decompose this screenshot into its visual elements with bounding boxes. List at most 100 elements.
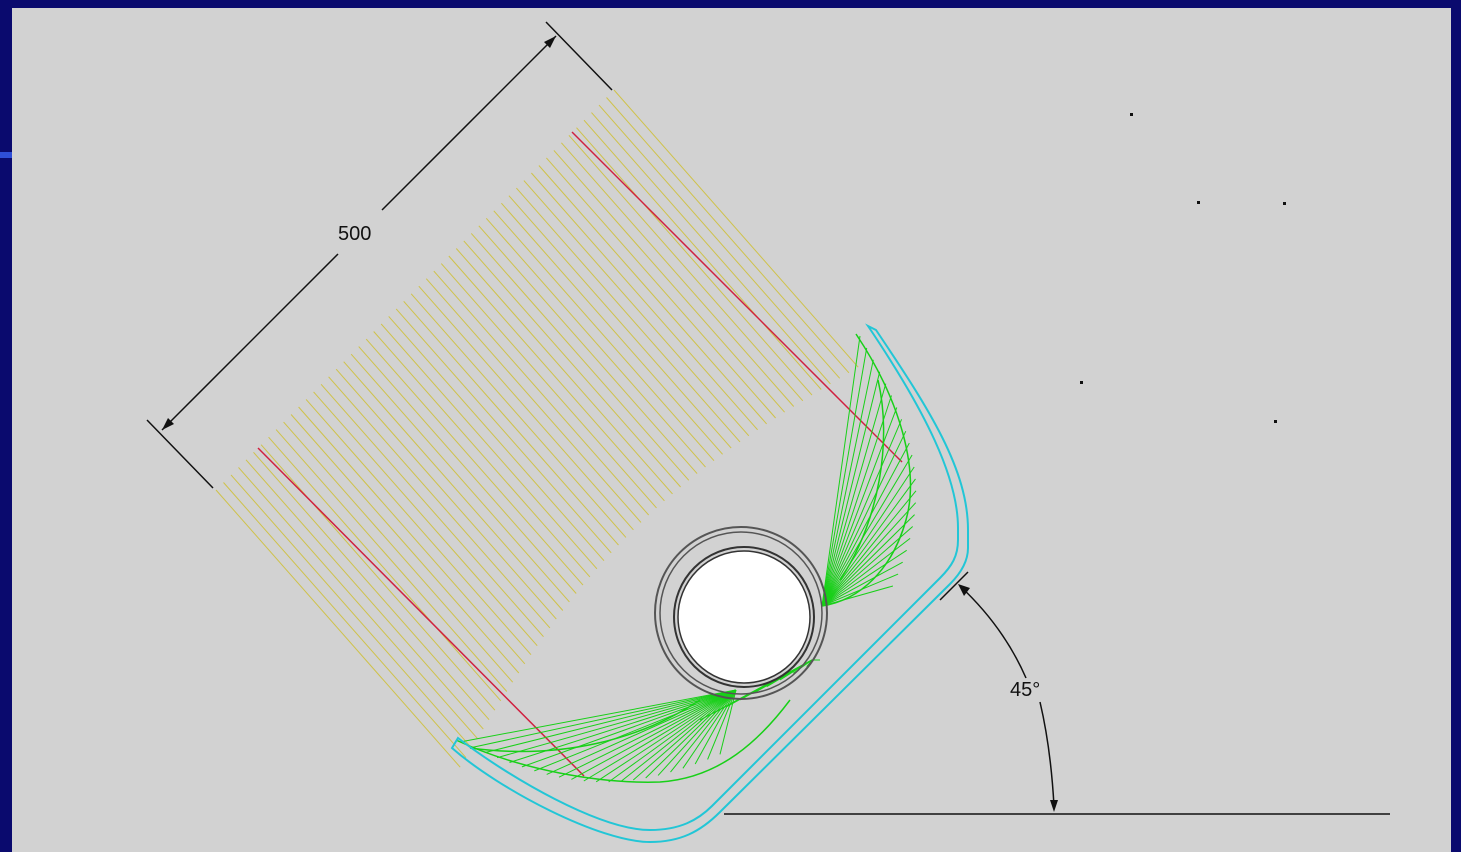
marked-ray — [571, 131, 903, 463]
reflected-ray — [719, 689, 737, 755]
incident-ray — [335, 368, 557, 620]
length-label: 500 — [338, 223, 371, 245]
incident-ray — [553, 150, 785, 413]
incident-ray — [395, 308, 612, 554]
dimension-arrow-icon — [958, 584, 970, 596]
reflected-ray — [821, 490, 917, 607]
marked-ray — [257, 447, 585, 777]
incident-ray — [275, 429, 508, 692]
incident-ray — [440, 263, 657, 509]
reflected-ray — [821, 442, 910, 607]
incident-ray — [230, 474, 473, 749]
incident-ray — [576, 127, 813, 396]
dimension-arrow-icon — [1050, 800, 1058, 812]
reflected-ray — [459, 689, 737, 743]
angle-label: 45° — [1010, 679, 1040, 701]
absorber-glass-outer — [654, 526, 828, 700]
reflected-ray — [484, 689, 737, 754]
reflected-envelope — [821, 333, 912, 607]
reflected-ray — [694, 689, 737, 765]
cad-drawing-canvas: 500 45° — [12, 8, 1451, 852]
incident-ray — [425, 278, 642, 523]
incident-ray — [298, 406, 526, 665]
incident-ray — [223, 482, 467, 759]
incident-ray — [478, 225, 698, 474]
incident-ray — [418, 285, 634, 531]
incident-ray — [373, 331, 591, 578]
reflected-ray — [682, 689, 737, 769]
incident-ray — [463, 240, 681, 488]
incident-ray — [448, 255, 665, 502]
incident-ray — [268, 436, 502, 702]
reflected-ray — [821, 383, 887, 607]
length-dimension: 500 — [146, 21, 613, 489]
absorber-glass-inner — [659, 531, 823, 695]
marked-rays — [257, 131, 903, 777]
reflected-ray — [632, 689, 737, 781]
incident-ray — [508, 195, 732, 449]
reflected-ray — [821, 347, 868, 607]
reflected-ray — [821, 549, 907, 607]
reflected-ray — [821, 371, 881, 607]
incident-ray — [245, 459, 484, 730]
reflected-envelope — [839, 379, 885, 581]
stray-points — [1080, 113, 1286, 423]
absorber-pipe-inner — [677, 550, 811, 684]
incident-ray — [455, 248, 673, 495]
reflected-ray — [645, 689, 737, 779]
reflected-ray — [821, 407, 898, 607]
incident-ray — [561, 142, 795, 407]
incident-ray — [546, 157, 776, 419]
dimension-arrow-icon — [544, 36, 556, 48]
incident-ray — [493, 210, 715, 462]
reflected-ray — [821, 466, 915, 607]
reflected-ray — [821, 454, 913, 607]
incident-ray — [583, 119, 822, 390]
incident-ray — [215, 489, 461, 768]
reflected-envelope — [455, 699, 791, 783]
incident-ray — [523, 180, 750, 437]
incident-ray — [388, 316, 605, 562]
reflected-ray — [534, 689, 737, 772]
reflected-ray — [821, 538, 911, 607]
reflected-rays — [455, 333, 917, 783]
incident-ray — [410, 293, 627, 538]
reflected-ray — [821, 561, 903, 607]
reflected-ray — [670, 689, 737, 773]
reflected-ray — [657, 689, 737, 776]
incident-ray — [606, 97, 850, 374]
reflected-ray — [821, 478, 916, 607]
incident-ray — [598, 104, 841, 379]
incident-ray — [320, 383, 544, 638]
collector-diagram: 500 45° — [146, 21, 1390, 844]
incident-ray — [380, 323, 598, 570]
incident-ray — [591, 112, 831, 385]
reflected-ray — [558, 689, 737, 778]
reflected-ray — [821, 419, 903, 607]
incident-ray — [403, 300, 619, 546]
incident-ray — [253, 451, 490, 721]
incident-ray — [501, 202, 723, 455]
incident-ray — [305, 399, 532, 656]
incident-ray — [260, 444, 496, 711]
incident-ray — [365, 338, 584, 586]
reflected-ray — [821, 430, 907, 607]
reflected-ray — [546, 689, 737, 775]
dimension-arrow-icon — [162, 418, 174, 430]
incident-rays — [215, 89, 859, 768]
reflected-ray — [583, 689, 737, 782]
incident-ray — [350, 353, 570, 603]
incident-ray — [531, 172, 758, 431]
reflected-envelope — [469, 699, 701, 753]
reflected-ray — [496, 689, 737, 759]
reflected-ray — [521, 689, 737, 768]
reflector-trough — [450, 323, 969, 844]
incident-ray — [433, 270, 650, 516]
reflected-ray — [608, 689, 737, 783]
angle-dimension: 45° — [724, 571, 1390, 815]
incident-ray — [485, 217, 706, 468]
accent-bar — [0, 152, 12, 158]
reflected-ray — [821, 514, 915, 607]
incident-ray — [470, 233, 690, 481]
